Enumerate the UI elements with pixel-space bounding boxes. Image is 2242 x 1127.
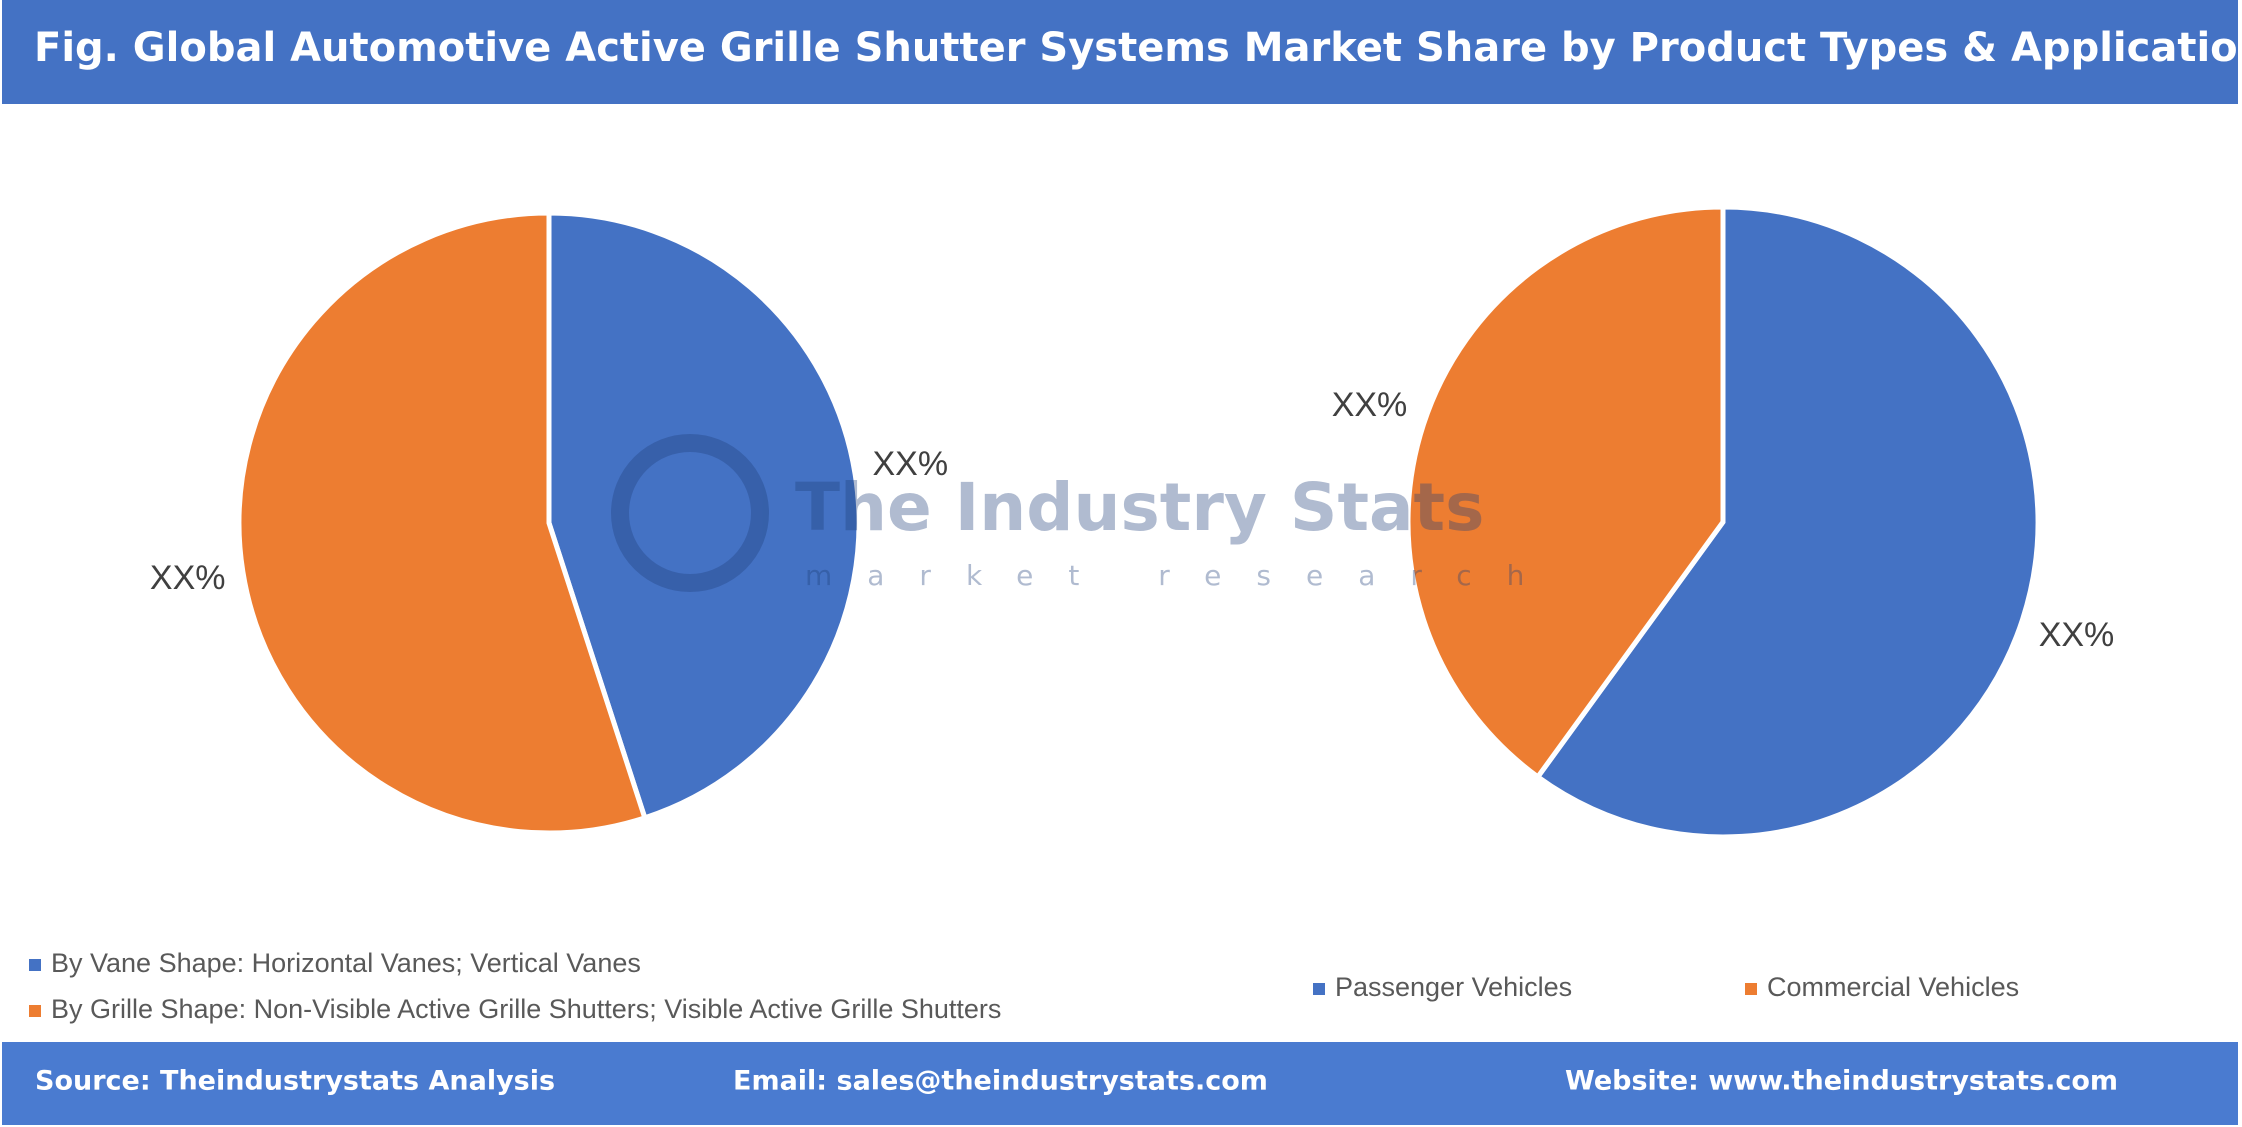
header-bar [2, 0, 2238, 104]
watermark-tagline: market research [805, 559, 1559, 592]
watermark-logo [611, 434, 769, 592]
footer-source: Source: Theindustrystats Analysis [35, 1066, 555, 1097]
data-label: XX% [2039, 616, 2115, 654]
legend-label: Passenger Vehicles [1335, 972, 1572, 1002]
pie-slice [236, 210, 648, 836]
watermark: The Industry Stats market research [611, 434, 1559, 592]
legend-swatch [29, 959, 41, 971]
footer-email: Email: sales@theindustrystats.com [733, 1066, 1268, 1097]
charts: XX% By Vane Shape: Horizontal Vanes; Vert… [29, 204, 2115, 1024]
data-label: XX% [150, 559, 226, 597]
footer-website: Website: www.theindustrystats.com [1565, 1066, 2118, 1097]
legend-swatch [29, 1005, 41, 1017]
legend-swatch [1313, 983, 1325, 995]
pie-slice [546, 210, 862, 821]
legend-label: By Grille Shape: Non-Visible Active Gril… [51, 994, 1001, 1024]
legend-label: By Vane Shape: Horizontal Vanes; Vertica… [51, 948, 641, 978]
legend-label: Commercial Vehicles [1767, 972, 2019, 1002]
watermark-name: The Industry Stats [795, 469, 1484, 546]
data-label: XX% [1332, 386, 1408, 424]
pie-slice [1405, 204, 1726, 781]
legend-swatch [1745, 983, 1757, 995]
footer-bar [2, 1042, 2238, 1125]
data-label: XX% [872, 445, 948, 483]
title: Fig. Global Automotive Active Grille Shu… [34, 25, 2242, 71]
pie-slice [1534, 204, 2041, 840]
